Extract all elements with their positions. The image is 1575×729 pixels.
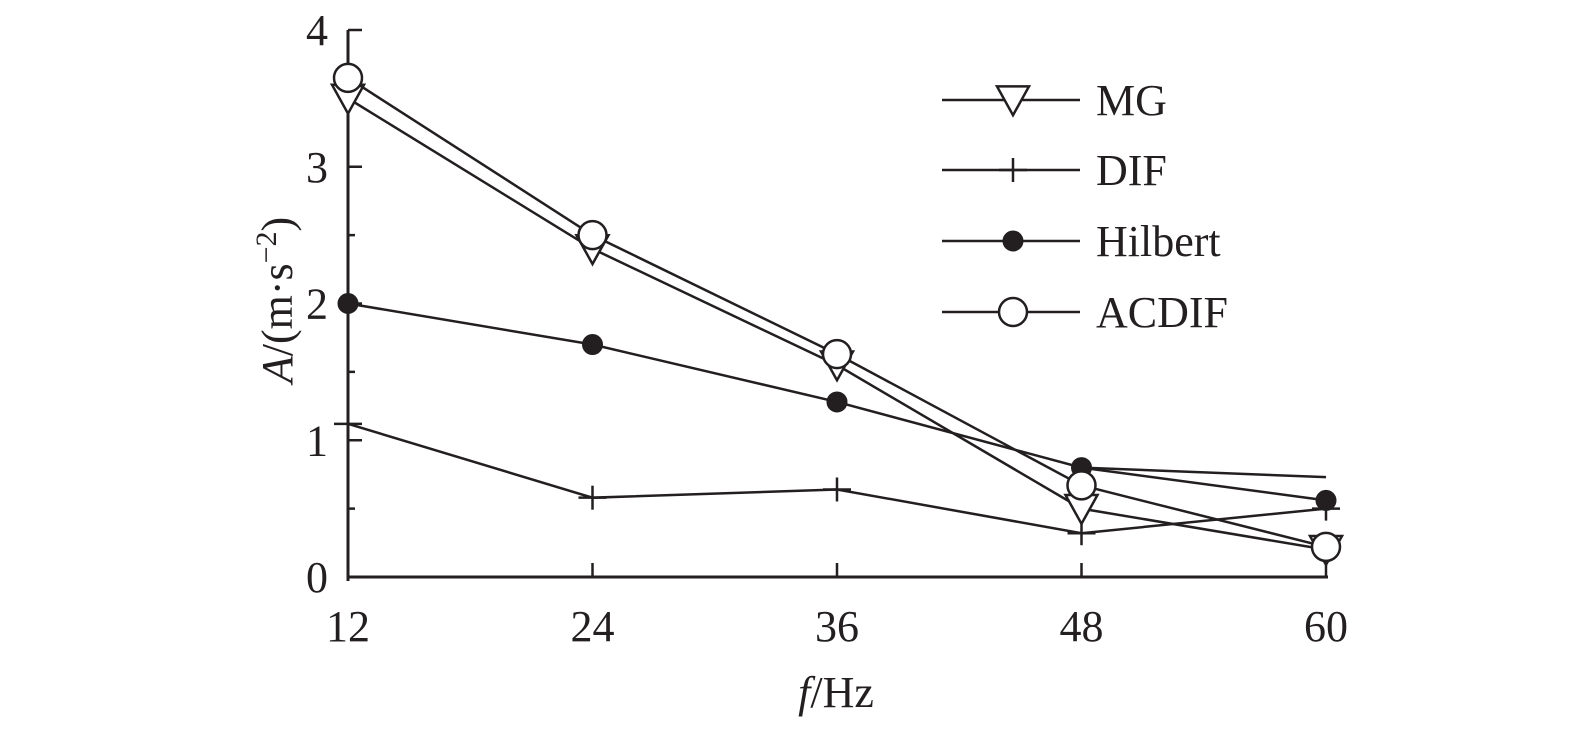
data-point-acdif [1310,531,1342,563]
data-point-dif [578,485,607,510]
y-tick-label: 2 [306,280,328,329]
legend-label-hilbert: Hilbert [1096,217,1221,266]
data-point-acdif [1066,470,1097,501]
data-point-acdif [821,338,853,370]
y-axis-label: A/(m·s−2) [250,217,302,386]
legend-marker-hilbert [1002,230,1024,252]
data-point-acdif [332,62,364,94]
y-tick-label: 0 [306,553,328,602]
legend-item-dif: DIF [942,146,1167,195]
legend-label-mg: MG [1096,76,1167,125]
series-layer [329,62,1345,568]
legend-item-acdif: ACDIF [942,288,1228,337]
x-tick-label: 12 [326,602,370,651]
data-point-acdif [577,219,608,251]
series-acdif [332,62,1342,563]
x-tick-label: 48 [1060,602,1104,651]
y-tick-label: 4 [306,6,328,55]
data-point-dif [823,477,851,502]
x-axis-label: f/Hz [798,668,874,717]
data-point-dif [334,411,362,436]
data-point-hilbert [1315,489,1337,511]
y-tick-label: 3 [306,143,328,192]
series-dif [334,411,1340,546]
data-point-hilbert [826,391,848,413]
legend-item-hilbert: Hilbert [942,217,1221,266]
extra-segment [1081,466,1327,479]
legend-marker-acdif [997,296,1029,328]
data-point-hilbert [337,293,359,314]
legend-label-acdif: ACDIF [1096,288,1228,337]
legend-label-dif: DIF [1096,146,1167,195]
y-tick-label: 1 [306,416,328,465]
x-tick-label: 60 [1304,602,1348,651]
legend-marker-dif [999,158,1027,182]
x-tick-label: 36 [815,602,859,651]
legend-marker-mg [994,85,1032,118]
legend: MG DIF Hilbert ACDIF [942,76,1228,337]
x-tick-label: 24 [571,602,615,651]
data-point-hilbert [582,334,603,356]
legend-item-mg: MG [942,76,1167,125]
